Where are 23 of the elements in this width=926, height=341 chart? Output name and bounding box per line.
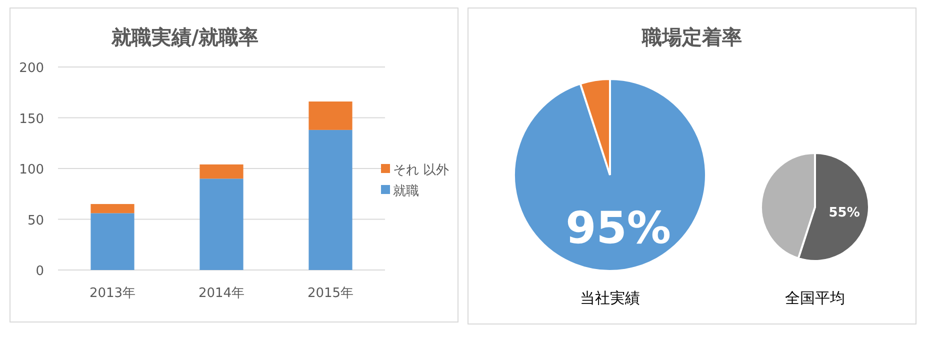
chart-title: 就職実績/就職率 (110, 25, 259, 49)
y-tick-label: 50 (27, 213, 44, 228)
x-tick-label: 2014年 (198, 286, 245, 301)
bar (90, 213, 134, 270)
text: 全国平均 (785, 289, 845, 307)
x-tick-label: 2015年 (307, 286, 354, 301)
chart-title: 職場定着率 (641, 25, 742, 49)
legend-label: 就職 (393, 184, 419, 199)
bar (200, 164, 244, 179)
pie-slice (513, 78, 707, 272)
x-tick-label: 2013年 (89, 286, 136, 301)
y-tick-label: 0 (36, 264, 44, 279)
data-label: 55% (828, 205, 860, 220)
bar (200, 178, 244, 270)
data-label: 95% (566, 202, 671, 254)
y-tick-label: 150 (19, 112, 44, 127)
text: 当社実績 (580, 289, 640, 307)
bar (308, 130, 352, 270)
legend-label: それ 以外 (393, 163, 450, 178)
bar (90, 204, 134, 214)
y-tick-label: 200 (19, 61, 44, 76)
bar (308, 102, 352, 130)
y-tick-label: 100 (19, 162, 44, 178)
